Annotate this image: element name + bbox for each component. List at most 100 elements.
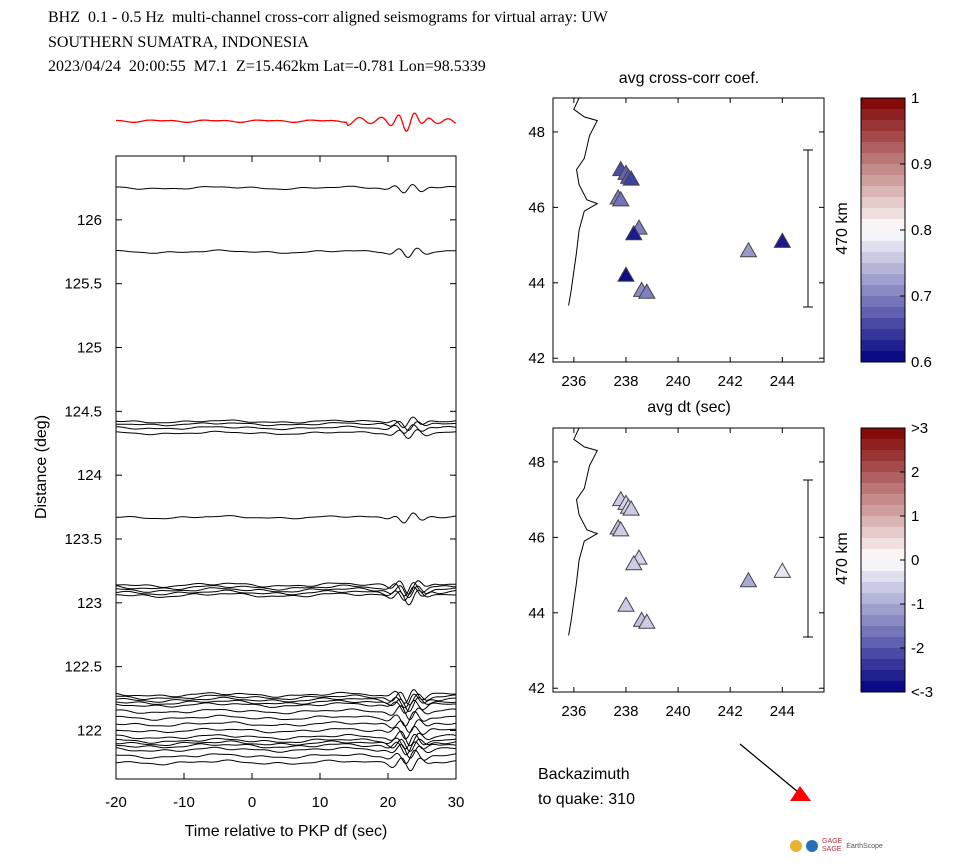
seismogram-trace [115, 586, 457, 602]
colorbar-segment [861, 582, 905, 594]
map-xtick-label: 236 [561, 373, 586, 390]
map-ytick-label: 42 [528, 680, 545, 697]
seismogram-trace [115, 705, 457, 721]
scale-bar-label: 470 km [834, 532, 851, 584]
colorbar-tick-label: 0.9 [911, 156, 932, 173]
colorbar-segment [861, 230, 905, 242]
map-ytick-label: 48 [528, 454, 545, 471]
colorbar-segment [861, 637, 905, 649]
map-xtick-label: 240 [666, 703, 691, 720]
colorbar-segment [861, 351, 905, 363]
map1-title: avg cross-corr coef. [619, 70, 759, 87]
station-marker [637, 283, 656, 299]
seis-xtick-label: -20 [105, 794, 127, 811]
colorbar-segment [861, 472, 905, 484]
colorbar-segment [861, 285, 905, 297]
seismogram-trace [115, 757, 457, 772]
station-marker [624, 224, 643, 241]
station-marker [773, 562, 792, 578]
seis-xtick-label: 20 [380, 794, 397, 811]
colorbar-segment [861, 461, 905, 473]
colorbar-segment [861, 142, 905, 154]
map-ytick-label: 42 [528, 350, 545, 367]
header-line-1: BHZ 0.1 - 0.5 Hz multi-channel cross-cor… [48, 9, 608, 26]
header-line-2: SOUTHERN SUMATRA, INDONESIA [48, 34, 309, 51]
backazimuth-label: Backazimuth [538, 766, 630, 783]
seismogram-trace [115, 420, 456, 432]
seis-ytick-label: 124.5 [64, 403, 102, 420]
map-xtick-label: 244 [770, 373, 795, 390]
colorbar-segment [861, 450, 905, 462]
colorbar-segment [861, 681, 905, 693]
scale-bar-label: 470 km [834, 202, 851, 254]
colorbar-segment [861, 571, 905, 583]
header-line-3: 2023/04/24 20:00:55 M7.1 Z=15.462km Lat=… [48, 58, 486, 75]
colorbar-tick-label: >3 [911, 420, 928, 437]
map-xtick-label: 238 [613, 703, 638, 720]
stack-trace-line [116, 112, 457, 133]
station-marker [624, 554, 643, 571]
seismogram-x-ticks: -20 -10 0 10 20 30 [105, 156, 464, 811]
seismogram-trace [115, 730, 457, 747]
colorbar-tick-label: -2 [911, 640, 924, 657]
seismogram-axes [115, 155, 457, 780]
colorbar-tick-label: 0 [911, 552, 919, 569]
seismogram-trace [116, 183, 457, 194]
colorbar-segment [861, 329, 905, 341]
colorbar-tick-label: 2 [911, 464, 919, 481]
colorbar-segment [861, 439, 905, 451]
station-marker [611, 520, 630, 537]
colorbar-segment [861, 549, 905, 561]
map-ytick-label: 46 [528, 529, 545, 546]
colorbar-segment [861, 109, 905, 121]
colorbar-segment [861, 560, 905, 572]
map2-axes [552, 427, 825, 693]
seismogram-trace [115, 725, 456, 740]
seis-ytick-label: 123 [77, 595, 102, 612]
map-ytick-label: 44 [528, 605, 545, 622]
seis-ytick-label: 125.5 [64, 276, 102, 293]
seismogram-trace [115, 691, 457, 706]
colorbar-segment [861, 340, 905, 352]
colorbar-segment [861, 659, 905, 671]
colorbar-segment [861, 307, 905, 319]
seis-ytick-label: 122.5 [64, 659, 102, 676]
colorbar-segment [861, 648, 905, 660]
map-xtick-label: 238 [613, 373, 638, 390]
colorbar-segment [861, 208, 905, 220]
station-marker [617, 596, 635, 612]
seismogram-trace [115, 581, 457, 597]
colorbar-segment [861, 626, 905, 638]
colorbar-segment [861, 175, 905, 187]
seismogram-trace [115, 693, 456, 709]
backazimuth-arrow [739, 743, 799, 793]
coastline [568, 97, 599, 306]
colorbar-tick-label: <-3 [911, 684, 933, 701]
colorbar-tick-label: 1 [911, 508, 919, 525]
seis-ytick-label: 122 [77, 722, 102, 739]
map1-axes [552, 97, 825, 363]
seismogram-trace [115, 711, 457, 727]
coastline [568, 427, 599, 636]
seis-xtick-label: 30 [448, 794, 465, 811]
earthscope-logo: EarthScope [846, 842, 883, 850]
colorbar-segment [861, 494, 905, 506]
colorbar-1: 1 0.9 0.8 0.7 0.6 [860, 90, 932, 371]
seismogram-trace [115, 580, 456, 596]
colorbar-segment [861, 296, 905, 308]
colorbar-segment [861, 318, 905, 330]
colorbar-tick-label: 0.6 [911, 354, 932, 371]
colorbar-segment [861, 120, 905, 132]
map-xtick-label: 242 [718, 373, 743, 390]
station-marker [611, 190, 630, 207]
seismogram-xlabel: Time relative to PKP df (sec) [185, 823, 388, 840]
colorbar-segment [861, 186, 905, 198]
seismogram-trace [115, 699, 457, 714]
backazimuth-value: to quake: 310 [538, 791, 635, 808]
map-ytick-label: 48 [528, 124, 545, 141]
seismogram-traces [115, 183, 457, 772]
colorbar-segment [861, 615, 905, 627]
seis-ytick-label: 126 [77, 212, 102, 229]
seis-xtick-label: 0 [248, 794, 256, 811]
map-xtick-label: 244 [770, 703, 795, 720]
